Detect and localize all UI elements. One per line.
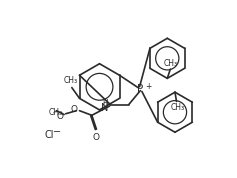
Text: CH₃: CH₃ (64, 76, 78, 85)
Text: O: O (56, 112, 63, 121)
Text: O: O (93, 133, 100, 142)
Text: P: P (137, 84, 143, 94)
Text: N: N (101, 103, 108, 113)
Text: +: + (145, 82, 151, 91)
Text: H: H (102, 99, 108, 108)
Text: CH₃: CH₃ (164, 59, 178, 68)
Text: CH₃: CH₃ (49, 108, 63, 117)
Text: −: − (53, 127, 61, 137)
Text: O: O (71, 105, 78, 114)
Text: Cl: Cl (44, 130, 54, 140)
Text: methyl: methyl (53, 112, 58, 113)
Text: CH₃: CH₃ (170, 103, 184, 112)
